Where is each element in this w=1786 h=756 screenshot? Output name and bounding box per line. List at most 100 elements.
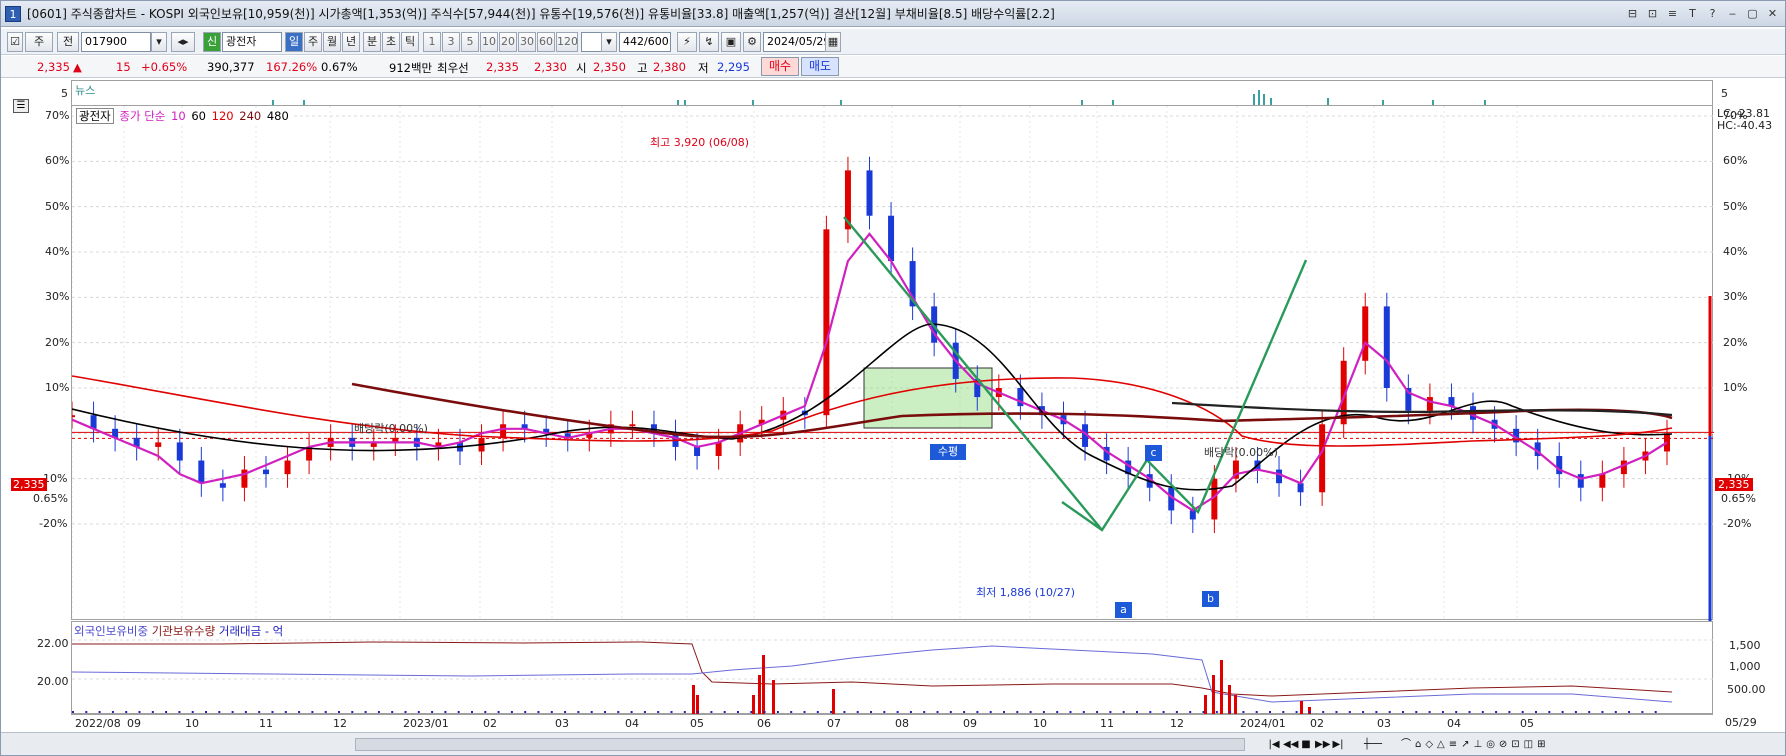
calendar-icon[interactable]: ▦ xyxy=(825,32,841,52)
period-year-button[interactable]: 년 xyxy=(342,32,360,52)
zoom-slider-icon[interactable]: ┼── xyxy=(1363,739,1383,750)
save-icon[interactable]: ▣ xyxy=(721,32,741,52)
y-tick-label: 20% xyxy=(45,335,70,349)
period-second-button[interactable]: 초 xyxy=(382,32,400,52)
maximize-icon[interactable]: ▢ xyxy=(1747,7,1758,20)
buy-button[interactable]: 매수 xyxy=(761,57,799,76)
legend-ma60[interactable]: 60 xyxy=(191,109,206,123)
last-icon[interactable]: ▶| xyxy=(1332,739,1344,750)
title-bar: 1 [0601] 주식종합차트 - KOSPI 외국인보유[10,959(천)]… xyxy=(1,1,1785,27)
amount-bar-small xyxy=(617,711,620,713)
amount-bar-small xyxy=(870,711,872,713)
legend-ma120[interactable]: 120 xyxy=(211,109,234,123)
price-chart[interactable] xyxy=(72,106,1714,621)
minute-1-button[interactable]: 1 xyxy=(423,32,441,52)
amount-bar-small xyxy=(657,711,660,713)
market-select[interactable]: 주 xyxy=(25,32,53,52)
gear-icon[interactable]: ⚙ xyxy=(743,32,761,52)
sound-icon[interactable]: ◂▸ xyxy=(171,32,195,52)
period-day-button[interactable]: 일 xyxy=(285,32,303,52)
restore-layout-icon[interactable]: ⊟ xyxy=(1627,7,1638,20)
amount-bar-small xyxy=(1149,711,1152,713)
period-month-button[interactable]: 월 xyxy=(323,32,341,52)
period-minute-button[interactable]: 분 xyxy=(363,32,381,52)
amount-bar-small xyxy=(1654,711,1657,713)
amount-bar-small xyxy=(431,711,434,713)
stock-name-field[interactable]: 광전자 xyxy=(222,32,282,52)
help-icon[interactable]: ? xyxy=(1709,7,1716,20)
minute-60-button[interactable]: 60 xyxy=(537,32,555,52)
news-scale-right: 5 xyxy=(1721,87,1728,100)
legend-stock-name[interactable]: 광전자 xyxy=(76,108,114,124)
minimize-icon[interactable]: ‒ xyxy=(1729,7,1736,20)
ownership-pane[interactable]: 외국인보유비중 기관보유수량 거래대금 - 억 xyxy=(71,621,1714,715)
amount-bar-small xyxy=(1628,711,1631,713)
legend-foreign-ratio[interactable]: 외국인보유비중 xyxy=(74,624,149,638)
news-bar xyxy=(677,100,679,106)
stock-code-input[interactable]: 017900 xyxy=(81,32,151,52)
price-chart-pane[interactable]: 광전자 종가 단순 10 60 120 240 480 최고 3,920 (06… xyxy=(71,105,1714,621)
y-tick-label: 60% xyxy=(1723,154,1748,168)
lc-label: LC:-23.81 xyxy=(1717,107,1770,120)
screen-icon[interactable]: ⊡ xyxy=(1647,7,1658,20)
amount-bar-small xyxy=(564,711,567,713)
legend-institution-qty[interactable]: 기관보유수량 xyxy=(151,624,216,638)
amount-bar-small xyxy=(630,711,633,713)
prev-icon[interactable]: ◀◀ xyxy=(1283,739,1299,750)
indicator-icon[interactable]: ⚡ xyxy=(677,32,697,52)
checkbox-toggle[interactable]: ☑ xyxy=(7,32,23,52)
y-tick-label: 70% xyxy=(1723,109,1748,122)
chevron-down-icon[interactable]: ▾ xyxy=(601,32,617,52)
font-icon[interactable]: T xyxy=(1689,7,1696,20)
candle-body xyxy=(392,437,399,443)
x-tick-label: 10 xyxy=(1033,717,1047,730)
x-tick-label: 03 xyxy=(555,717,569,730)
amount-bar-small xyxy=(471,711,473,713)
panel-toggle-icon[interactable]: ☰ xyxy=(13,99,29,113)
period-week-button[interactable]: 주 xyxy=(304,32,322,52)
candle-body xyxy=(284,460,291,475)
data-count-field[interactable]: 442/600 xyxy=(619,32,671,52)
minute-20-button[interactable]: 20 xyxy=(499,32,517,52)
drawing-tools-icon[interactable]: ⌒⌂◇△≡↗⊥◎⊘⊡◫⊞ xyxy=(1401,739,1550,750)
amount-bar xyxy=(1234,695,1237,715)
legend-ma240[interactable]: 240 xyxy=(239,109,262,123)
low-label: 저 xyxy=(698,61,709,75)
scope-select[interactable]: 전 xyxy=(57,32,79,52)
sell-button[interactable]: 매도 xyxy=(801,57,839,76)
legend-trade-amount[interactable]: 거래대금 - 억 xyxy=(218,624,284,638)
amount-bar-small xyxy=(338,711,340,713)
chart-scrollbar[interactable]: |◀ ◀◀ ■ ▶▶ ▶| ┼── ⌒⌂◇△≡↗⊥◎⊘⊡◫⊞ xyxy=(1,732,1785,755)
amount-bar-small xyxy=(165,711,168,713)
ownership-chart[interactable] xyxy=(72,622,1714,715)
minute-10-button[interactable]: 10 xyxy=(480,32,498,52)
stop-icon[interactable]: ■ xyxy=(1301,739,1311,750)
window-number-badge[interactable]: 1 xyxy=(5,5,21,22)
amount-bar-small xyxy=(1574,711,1577,713)
amount-bar-small xyxy=(537,711,540,713)
institution-line xyxy=(72,641,1673,697)
amount-bar-small xyxy=(843,711,846,713)
legend-ma480[interactable]: 480 xyxy=(266,109,289,123)
candle-body xyxy=(586,433,593,438)
chevron-down-icon[interactable]: ▾ xyxy=(151,32,167,52)
news-bar xyxy=(1270,98,1272,106)
legend-ma10[interactable]: 10 xyxy=(171,109,186,123)
credit-badge[interactable]: 신 xyxy=(203,32,221,52)
minute-120-button[interactable]: 120 xyxy=(556,32,578,52)
left-pct-tag: 0.65% xyxy=(33,492,68,505)
scroll-track[interactable] xyxy=(355,738,1245,751)
legend-ma-prefix: 종가 단순 xyxy=(119,109,166,123)
minute-3-button[interactable]: 3 xyxy=(442,32,460,52)
low-price: 2,295 xyxy=(717,60,750,74)
drawing-icon[interactable]: ↯ xyxy=(699,32,719,52)
candle-body xyxy=(1297,483,1304,493)
next-icon[interactable]: ▶▶ xyxy=(1315,739,1331,750)
minute-5-button[interactable]: 5 xyxy=(461,32,479,52)
amount-bar xyxy=(832,689,835,715)
period-tick-button[interactable]: 틱 xyxy=(401,32,419,52)
menu-icon[interactable]: ≡ xyxy=(1667,7,1678,20)
close-icon[interactable]: ✕ xyxy=(1767,7,1778,20)
minute-30-button[interactable]: 30 xyxy=(518,32,536,52)
first-icon[interactable]: |◀ xyxy=(1268,739,1280,750)
